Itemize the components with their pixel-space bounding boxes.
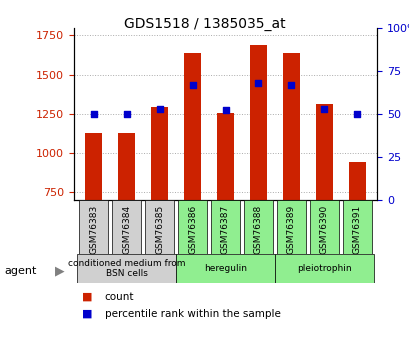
Text: ■: ■: [82, 309, 92, 319]
Point: [353, 111, 360, 117]
Text: GSM76386: GSM76386: [188, 204, 197, 254]
FancyBboxPatch shape: [111, 200, 141, 254]
Text: conditioned medium from
BSN cells: conditioned medium from BSN cells: [67, 258, 185, 278]
FancyBboxPatch shape: [309, 200, 339, 254]
FancyBboxPatch shape: [342, 200, 371, 254]
Text: heregulin: heregulin: [204, 264, 246, 273]
Point: [254, 80, 261, 86]
FancyBboxPatch shape: [79, 200, 108, 254]
Text: agent: agent: [4, 266, 36, 276]
Text: percentile rank within the sample: percentile rank within the sample: [104, 309, 280, 319]
Text: GSM76388: GSM76388: [253, 204, 262, 254]
FancyBboxPatch shape: [177, 200, 207, 254]
Bar: [118, 134, 135, 200]
Text: ■: ■: [82, 292, 92, 302]
Text: GSM76385: GSM76385: [155, 204, 164, 254]
Text: pleiotrophin: pleiotrophin: [297, 264, 351, 273]
Text: ▶: ▶: [55, 264, 65, 277]
Point: [90, 111, 97, 117]
FancyBboxPatch shape: [276, 200, 306, 254]
Text: GDS1518 / 1385035_at: GDS1518 / 1385035_at: [124, 17, 285, 31]
FancyBboxPatch shape: [274, 254, 373, 283]
Text: count: count: [104, 292, 134, 302]
Bar: [315, 105, 332, 200]
Bar: [249, 45, 266, 200]
Point: [123, 111, 130, 117]
FancyBboxPatch shape: [144, 200, 174, 254]
Bar: [151, 107, 167, 200]
Point: [288, 82, 294, 87]
FancyBboxPatch shape: [175, 254, 274, 283]
FancyBboxPatch shape: [210, 200, 240, 254]
Bar: [184, 53, 200, 200]
Bar: [85, 133, 101, 200]
Point: [222, 108, 228, 113]
FancyBboxPatch shape: [243, 200, 273, 254]
Bar: [217, 113, 233, 200]
Point: [189, 82, 196, 87]
Point: [156, 106, 162, 111]
Text: GSM76384: GSM76384: [122, 204, 131, 254]
Bar: [283, 53, 299, 200]
FancyBboxPatch shape: [77, 254, 175, 283]
Bar: [348, 162, 365, 200]
Text: GSM76383: GSM76383: [89, 204, 98, 254]
Text: GSM76390: GSM76390: [319, 204, 328, 254]
Text: GSM76389: GSM76389: [286, 204, 295, 254]
Point: [320, 106, 327, 111]
Text: GSM76387: GSM76387: [220, 204, 229, 254]
Text: GSM76391: GSM76391: [352, 204, 361, 254]
